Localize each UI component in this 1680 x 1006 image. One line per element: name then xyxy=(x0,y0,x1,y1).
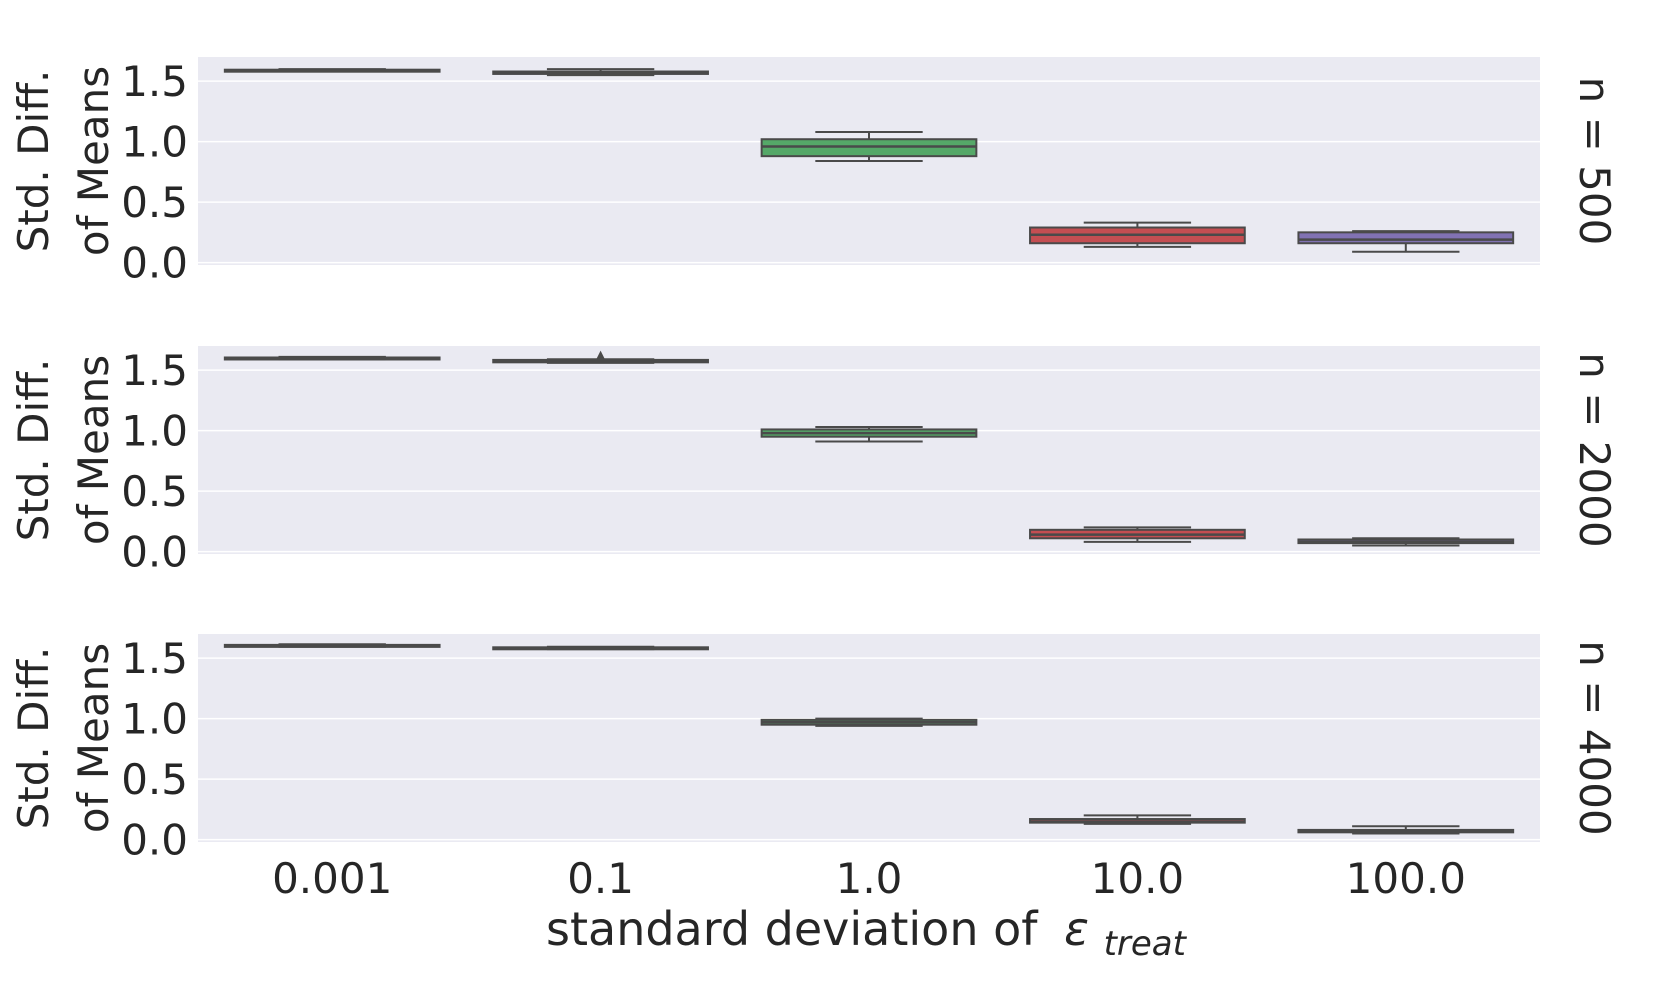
box-1.0 xyxy=(760,426,978,443)
plot-background xyxy=(198,346,1540,554)
box-1.0 xyxy=(760,130,978,162)
y-tick-label: 0.5 xyxy=(121,178,188,227)
y-tick-label: 0.0 xyxy=(121,528,188,577)
y-tick-label: 0.5 xyxy=(121,467,188,516)
box-10.0 xyxy=(1029,526,1246,543)
y-axis-label-line1: Std. Diff. xyxy=(9,359,58,542)
x-tick-label: 100.0 xyxy=(1346,854,1466,903)
y-axis-label-line2: of Means xyxy=(69,643,118,833)
x-tick-label: 10.0 xyxy=(1091,854,1185,903)
box-100.0 xyxy=(1297,537,1515,547)
panel-label: n = 2000 xyxy=(1570,352,1619,547)
x-axis-label-text: standard deviation of xyxy=(546,902,1039,956)
plot-background xyxy=(198,634,1540,842)
panel-label: n = 500 xyxy=(1570,77,1619,246)
y-tick-label: 1.0 xyxy=(121,118,188,167)
y-axis-label-line1: Std. Diff. xyxy=(9,647,58,830)
y-axis-label-line2: of Means xyxy=(69,66,118,256)
box-100.0 xyxy=(1297,230,1515,253)
y-tick-label: 0.5 xyxy=(121,755,188,804)
y-axis-label: Std. Diff. of Means xyxy=(9,66,118,256)
y-axis-label-line1: Std. Diff. xyxy=(9,70,58,253)
box-100.0 xyxy=(1297,825,1515,835)
x-tick-label: 0.001 xyxy=(272,854,392,903)
y-axis-label-line2: of Means xyxy=(69,355,118,545)
panel-label: n = 4000 xyxy=(1570,640,1619,835)
flier-marker xyxy=(595,350,606,361)
x-axis-label: standard deviation of ε treat xyxy=(546,902,1188,964)
box-0.001 xyxy=(223,643,441,648)
y-tick-label: 0.0 xyxy=(121,239,188,288)
y-tick-label: 1.5 xyxy=(121,57,188,106)
y-axis-label: Std. Diff. of Means xyxy=(9,643,118,833)
box-0.001 xyxy=(223,355,441,361)
y-tick-label: 1.5 xyxy=(121,634,188,683)
y-tick-label: 1.0 xyxy=(121,695,188,744)
box-1.0 xyxy=(760,717,978,727)
x-tick-label: 1.0 xyxy=(836,854,903,903)
box-0.1 xyxy=(492,68,709,77)
x-tick-label: 0.1 xyxy=(567,854,634,903)
box-10.0 xyxy=(1029,814,1246,825)
y-tick-label: 1.0 xyxy=(121,407,188,456)
box-0.1 xyxy=(492,350,709,364)
x-axis-label-symbol: ε xyxy=(1064,902,1089,956)
box-10.0 xyxy=(1029,221,1246,248)
y-tick-label: 0.0 xyxy=(121,816,188,865)
iqr-box xyxy=(1297,231,1515,245)
box-0.001 xyxy=(223,68,441,73)
y-axis-label: Std. Diff. of Means xyxy=(9,355,118,545)
box-0.1 xyxy=(492,645,709,651)
y-tick-label: 1.5 xyxy=(121,346,188,395)
x-tick-labels: 0.001 0.1 1.0 10.0 100.0 xyxy=(272,854,1466,903)
x-axis-label-subscript: treat xyxy=(1104,924,1188,964)
